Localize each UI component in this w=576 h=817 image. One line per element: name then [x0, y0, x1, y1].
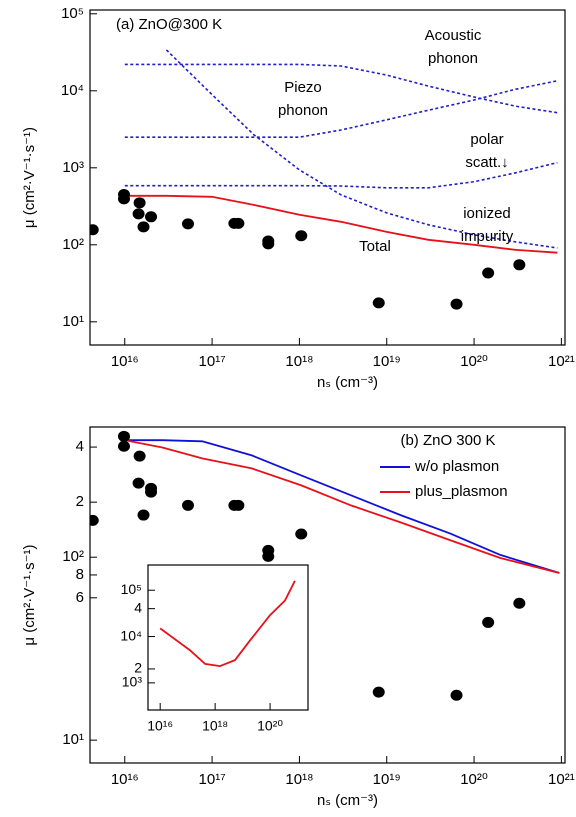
plot-area [148, 565, 308, 710]
data-point [117, 430, 130, 442]
x-tick-label: 10²¹ [548, 353, 575, 370]
series-line [124, 80, 558, 138]
y-tick-label: 10⁵ [121, 581, 142, 597]
x-tick-label: 10¹⁶ [111, 771, 139, 788]
frame [89, 9, 566, 346]
data-point [372, 297, 385, 309]
data-point [482, 616, 495, 628]
y-tick-label: 8 [76, 566, 84, 583]
x-tick-label: 10¹⁹ [373, 771, 401, 788]
data-point [232, 499, 245, 511]
data-point [482, 267, 495, 279]
data-point [137, 221, 150, 233]
series-line [124, 63, 558, 114]
data-point [295, 230, 308, 242]
data-point [90, 224, 99, 236]
series-line [124, 439, 560, 574]
data-point [262, 550, 275, 562]
x-tick-label: 10¹⁸ [285, 353, 313, 370]
x-axis-label: nₛ (cm⁻³) [317, 792, 378, 809]
annotation: phonon [278, 102, 328, 119]
data-point [145, 486, 158, 498]
x-tick-label: 10¹⁶ [147, 718, 173, 734]
data-point [450, 298, 463, 310]
data-point [145, 211, 158, 223]
x-tick-label: 10²¹ [548, 771, 575, 788]
x-tick-label: 10²⁰ [257, 718, 283, 734]
x-tick-label: 10¹⁶ [111, 353, 139, 370]
annotation: Total [359, 238, 391, 255]
series-line [159, 580, 296, 668]
data-point [117, 440, 130, 452]
x-tick-label: 10²⁰ [460, 353, 488, 370]
x-tick-label: 10¹⁷ [199, 353, 226, 370]
y-tick-label: 10³ [122, 674, 143, 690]
y-tick-label: 10² [62, 548, 84, 565]
chart-title: (b) ZnO 300 K [400, 432, 495, 449]
y-axis-label: μ (cm²·V⁻¹·s⁻¹) [21, 544, 38, 645]
x-tick-label: 10¹⁸ [202, 718, 228, 734]
series-line [124, 194, 558, 254]
y-tick-label: 6 [76, 589, 84, 606]
data-point [117, 189, 130, 201]
legend-label: plus_plasmon [415, 483, 508, 500]
chart-title: (a) ZnO@300 K [116, 16, 222, 33]
y-tick-label: 4 [76, 438, 84, 455]
data-point [132, 208, 145, 220]
annotation: Piezo [284, 79, 322, 96]
legend-label: w/o plasmon [414, 458, 499, 475]
annotation: Acoustic [425, 27, 482, 44]
frame [147, 564, 309, 711]
data-point [133, 197, 146, 209]
data-point [133, 450, 146, 462]
y-axis-label: μ (cm²·V⁻¹·s⁻¹) [21, 127, 38, 228]
data-point [132, 477, 145, 489]
data-point [372, 686, 385, 698]
y-tick-label: 10⁴ [61, 82, 84, 99]
y-tick-label: 2 [134, 660, 142, 676]
x-tick-label: 10¹⁹ [373, 353, 401, 370]
plot-area [90, 10, 565, 345]
x-tick-label: 10¹⁸ [285, 771, 313, 788]
x-tick-label: 10²⁰ [460, 771, 488, 788]
data-point [513, 597, 526, 609]
y-tick-label: 10⁴ [120, 627, 142, 643]
plot [159, 580, 296, 668]
annotation: polar [470, 131, 503, 148]
data-point [137, 509, 150, 521]
panel: 10¹⁶ 10¹⁷ 10¹⁸ 10¹⁹ 10²⁰ 10²¹ 10¹ 10² 10³ 10⁴ 10⁵ (… [21, 5, 575, 391]
data-point [232, 217, 245, 229]
x-axis-label: nₛ (cm⁻³) [317, 374, 378, 391]
plot [90, 49, 558, 310]
y-tick-label: 2 [76, 493, 84, 510]
data-point [181, 499, 194, 511]
data-point [513, 259, 526, 271]
data-point [90, 514, 99, 526]
y-tick-label: 4 [134, 599, 142, 615]
y-tick-label: 10³ [62, 159, 84, 176]
series-line [124, 439, 560, 574]
x-tick-label: 10¹⁷ [199, 771, 226, 788]
annotation: scatt.↓ [465, 154, 508, 171]
annotation: ionized [463, 205, 511, 222]
annotation: phonon [428, 50, 478, 67]
series-line [124, 161, 558, 189]
y-tick-label: 10¹ [62, 731, 84, 748]
y-tick-label: 10² [62, 236, 84, 253]
y-tick-label: 10¹ [62, 313, 84, 330]
plot [90, 430, 560, 701]
frame [89, 426, 566, 764]
data-point [450, 689, 463, 701]
y-tick-label: 10⁵ [61, 5, 84, 22]
data-point [295, 528, 308, 540]
data-point [262, 238, 275, 250]
annotation: impurity [461, 228, 514, 245]
data-point [181, 218, 194, 230]
